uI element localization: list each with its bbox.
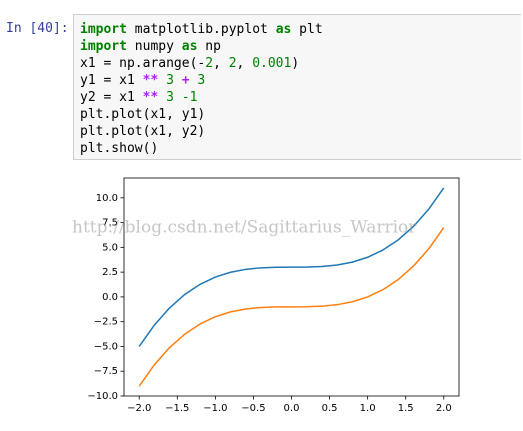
keyword: import <box>80 22 127 37</box>
keyword: import <box>80 39 127 54</box>
number: -1 <box>181 90 198 105</box>
code-cell[interactable]: import matplotlib.pyplot as plt import n… <box>73 14 521 160</box>
x-tick-label: −0.5 <box>241 403 265 414</box>
number: 3 <box>166 73 174 88</box>
y-tick-label: 5.0 <box>102 242 118 253</box>
x-tick-label: −2.0 <box>127 403 151 414</box>
code-line: y1 = x1 ** 3 + 3 <box>80 72 521 89</box>
code-text <box>158 73 166 88</box>
keyword: as <box>181 39 198 54</box>
code-line: x1 = np.arange(-2, 2, 0.001) <box>80 55 521 72</box>
y-tick-label: −7.5 <box>94 366 118 377</box>
y-tick-label: 7.5 <box>102 218 118 229</box>
code-text: y2 = x1 <box>80 90 143 105</box>
code-text: plt.plot(x1, y2) <box>80 124 206 139</box>
x-tick-label: 1.0 <box>360 403 376 414</box>
code-line: import matplotlib.pyplot as plt <box>80 21 521 38</box>
code-text: plt.plot(x1, y1) <box>80 107 206 122</box>
code-text: np <box>197 39 221 54</box>
y-tick-label: −2.5 <box>94 317 118 328</box>
plot-frame <box>123 177 460 397</box>
code-line: plt.plot(x1, y1) <box>80 106 521 123</box>
x-tick-label: −1.5 <box>165 403 189 414</box>
code-line: y2 = x1 ** 3 -1 <box>80 89 521 106</box>
code-text: y1 = x1 <box>80 73 143 88</box>
code-text: plt.show() <box>80 141 159 156</box>
y-tick-label: 10.0 <box>96 193 118 204</box>
number: 2 <box>228 56 237 71</box>
operator: ** <box>142 90 159 105</box>
code-line: plt.plot(x1, y2) <box>80 123 521 140</box>
code-text: x1 = np.arange(- <box>80 56 206 71</box>
y-tick-label: 0.0 <box>102 292 118 303</box>
x-tick-label: 2.0 <box>436 403 452 414</box>
cell-prompt: In [40]: <box>6 21 69 36</box>
code-text: numpy <box>126 39 182 54</box>
code-line: plt.show() <box>80 140 521 157</box>
number: 3 <box>166 90 174 105</box>
code-text <box>174 73 182 88</box>
line <box>138 227 445 387</box>
code-text: , <box>236 56 253 71</box>
operator: ** <box>142 73 159 88</box>
code-text <box>174 90 182 105</box>
x-tick-label: 1.5 <box>398 403 414 414</box>
number: 0.001 <box>252 56 292 71</box>
code-text: , <box>213 56 229 71</box>
watermark: http://blog.csdn.net/Sagittarius_Warrior <box>72 218 417 238</box>
y-tick-label: 2.5 <box>102 267 118 278</box>
code-text: plt <box>291 22 323 37</box>
keyword: as <box>275 22 292 37</box>
code-text <box>158 90 166 105</box>
chart: −10.0 −7.5 −5.0 −2.5 0.0 2.5 5.0 7.5 10.0 −2.0 −1.… <box>72 177 460 414</box>
x-tick-label: −1.0 <box>203 403 227 414</box>
y-tick-label: −5.0 <box>94 341 118 352</box>
number: 3 <box>197 73 206 88</box>
code-text: ) <box>291 56 300 71</box>
x-tick-label: 0.0 <box>284 403 300 414</box>
code-line: import numpy as np <box>80 38 521 55</box>
number: 2 <box>205 56 214 71</box>
y-tick-label: −10.0 <box>87 391 118 402</box>
code-text: matplotlib.pyplot <box>126 22 276 37</box>
operator: + <box>181 73 190 88</box>
x-tick-label: 0.5 <box>322 403 338 414</box>
line <box>138 187 445 347</box>
